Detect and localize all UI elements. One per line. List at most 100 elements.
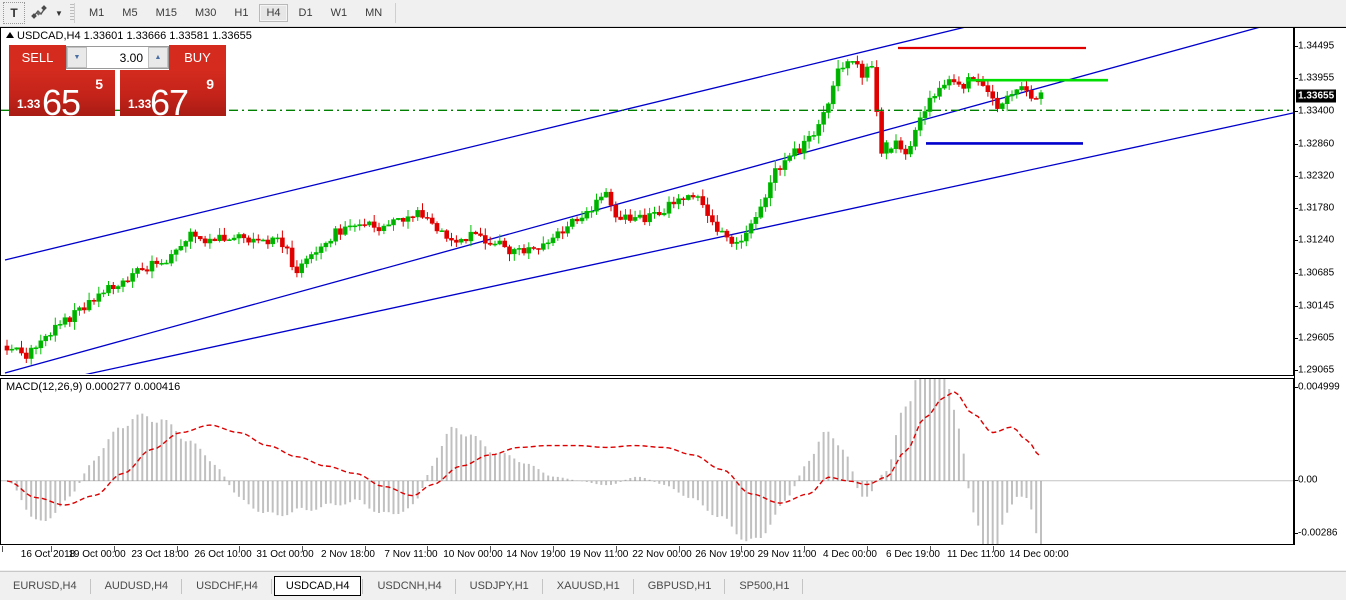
price-tick-mark	[1294, 175, 1298, 177]
price-tick-mark	[1294, 370, 1298, 371]
price-tick-mark	[1294, 305, 1298, 307]
timeframe-m1[interactable]: M1	[89, 7, 105, 19]
macd-pane[interactable]: MACD(12,26,9) 0.000277 0.000416	[0, 378, 1294, 545]
volume-decrease-icon[interactable]: ▼	[67, 47, 87, 68]
tab-separator	[362, 578, 364, 594]
sell-button[interactable]: SELL	[9, 45, 66, 70]
sell-price-main: 65	[42, 82, 81, 117]
date-tick-mark	[930, 546, 931, 552]
tab-separator	[89, 578, 91, 594]
volume-input[interactable]: ▼ 3.00 ▲	[66, 46, 169, 69]
tab-separator	[541, 578, 543, 594]
date-tick-mark	[177, 546, 178, 552]
chart-tab-usdjpy[interactable]: USDJPY,H1	[469, 580, 529, 592]
macd-tick-label: 0.004999	[1298, 381, 1340, 393]
timeframe-h1[interactable]: H1	[234, 7, 249, 19]
price-tick-mark	[1294, 240, 1298, 242]
collapse-triangle-icon[interactable]	[6, 32, 14, 38]
date-tick-label: 11 Dec 11:00	[946, 549, 1006, 560]
date-tick-mark	[239, 546, 240, 552]
date-tick-mark	[616, 546, 617, 552]
price-tick-label: 1.29065	[1298, 364, 1335, 376]
price-tick-label: 1.33400	[1298, 105, 1335, 117]
date-tick-mark	[993, 546, 994, 552]
timeframe-h4[interactable]: H4	[259, 4, 288, 22]
chart-title: USDCAD,H4 1.33601 1.33666 1.33581 1.3365…	[6, 30, 252, 42]
volume-value[interactable]: 3.00	[119, 50, 143, 65]
macd-tick-mark	[1294, 479, 1298, 481]
buy-button[interactable]: BUY	[169, 45, 226, 70]
timeframe-w1[interactable]: W1	[330, 7, 348, 19]
chart-tab-usdcnh[interactable]: USDCNH,H4	[377, 580, 442, 592]
macd-tick-label: 0.00	[1298, 474, 1318, 486]
date-tick-mark	[51, 546, 52, 552]
buy-price-quote[interactable]: 1.33 67 9	[120, 70, 226, 116]
date-tick-mark	[490, 546, 491, 552]
volume-increase-icon[interactable]: ▲	[148, 47, 168, 68]
date-tick-label: 26 Nov 19:00	[695, 549, 755, 560]
chart-area: USDCAD,H4 1.33601 1.33666 1.33581 1.3365…	[0, 27, 1346, 570]
objects-tool-icon[interactable]	[28, 2, 52, 24]
tab-separator	[181, 578, 183, 594]
date-tick-label: 19 Oct 00:00	[68, 549, 126, 560]
timeframe-buttons: M1 M5 M15 M30 H1 H4 D1 W1 MN	[80, 0, 391, 26]
sell-price-fraction: 5	[95, 76, 103, 92]
date-tick-mark	[365, 546, 366, 552]
text-tool-icon[interactable]: T	[3, 2, 25, 24]
date-tick-label: 10 Nov 00:00	[443, 549, 503, 560]
price-axis[interactable]: 1.34495 1.33955 1.33655 1.33400 1.32860 1.323…	[1294, 28, 1346, 545]
toolbar-separator-2	[395, 3, 397, 23]
chart-tab-gbpusd[interactable]: GBPUSD,H1	[647, 580, 712, 592]
chart-tab-eurusd[interactable]: EURUSD,H4	[13, 580, 77, 592]
sell-price-quote[interactable]: 1.33 65 5	[9, 70, 115, 116]
chart-tab-xauusd[interactable]: XAUUSD,H1	[556, 580, 620, 592]
date-tick-label: 14 Dec 00:00	[1009, 549, 1069, 560]
chart-tab-audusd[interactable]: AUDUSD,H4	[104, 580, 169, 592]
price-pane[interactable]: USDCAD,H4 1.33601 1.33666 1.33581 1.3365…	[0, 28, 1294, 376]
timeframe-mn[interactable]: MN	[365, 7, 383, 19]
date-tick-label: 29 Nov 11:00	[757, 549, 817, 560]
chart-tab-usdcad[interactable]: USDCAD,H4	[273, 576, 362, 596]
tab-separator	[802, 578, 804, 594]
one-click-trading-panel: SELL ▼ 3.00 ▲ BUY 1.33 65 5 1.33	[9, 45, 226, 116]
timeframe-d1[interactable]: D1	[298, 7, 313, 19]
top-toolbar: T ▼ M1 M5 M15 M30 H1 H4 D1 W1 MN	[0, 0, 1346, 27]
toolbar-grip[interactable]	[70, 4, 75, 22]
date-tick-mark	[867, 546, 868, 552]
price-tick-mark	[1294, 143, 1298, 145]
date-axis[interactable]: 16 Oct 2018 19 Oct 00:00 23 Oct 18:00 26 Oc…	[0, 546, 1294, 566]
date-tick-mark	[741, 546, 742, 552]
price-tick-label: 1.31780	[1298, 202, 1335, 214]
tab-separator	[632, 578, 634, 594]
buy-price-main: 67	[150, 82, 189, 117]
date-tick-mark	[553, 546, 554, 552]
octp-controls: SELL ▼ 3.00 ▲ BUY	[9, 45, 226, 70]
chart-tab-usdchf[interactable]: USDCHF,H4	[196, 580, 258, 592]
macd-title: MACD(12,26,9) 0.000277 0.000416	[6, 381, 181, 393]
current-price-label: 1.33655	[1296, 89, 1337, 103]
price-tick-label: 1.32320	[1298, 170, 1335, 182]
price-tick-label: 1.31240	[1298, 234, 1335, 246]
timeframe-m30[interactable]: M30	[194, 7, 217, 19]
tab-separator	[454, 578, 456, 594]
macd-tick-label: -0.00286	[1298, 527, 1338, 539]
date-tick-label: 4 Dec 00:00	[823, 549, 877, 560]
chart-tab-sp500[interactable]: SP500,H1	[739, 580, 790, 592]
price-tick-mark	[1294, 273, 1298, 275]
macd-tick-mark	[1294, 533, 1298, 534]
chevron-down-icon[interactable]: ▼	[55, 8, 63, 18]
date-tick-mark	[302, 546, 303, 552]
date-tick-label: 19 Nov 11:00	[569, 549, 629, 560]
timeframe-m15[interactable]: M15	[155, 7, 177, 19]
price-tick-label: 1.32860	[1298, 138, 1335, 150]
date-tick-label: 16 Oct 2018	[20, 549, 76, 560]
price-tick-label: 1.30145	[1298, 300, 1335, 312]
date-tick-label: 23 Oct 18:00	[131, 549, 189, 560]
buy-price-fraction: 9	[206, 76, 214, 92]
octp-quotes: 1.33 65 5 1.33 67 9	[9, 70, 226, 116]
price-tick-mark	[1294, 46, 1298, 47]
date-tick-label: 7 Nov 11:00	[384, 549, 438, 560]
price-tick-label: 1.33955	[1298, 72, 1335, 84]
date-tick-mark	[427, 546, 428, 552]
timeframe-m5[interactable]: M5	[122, 7, 138, 19]
